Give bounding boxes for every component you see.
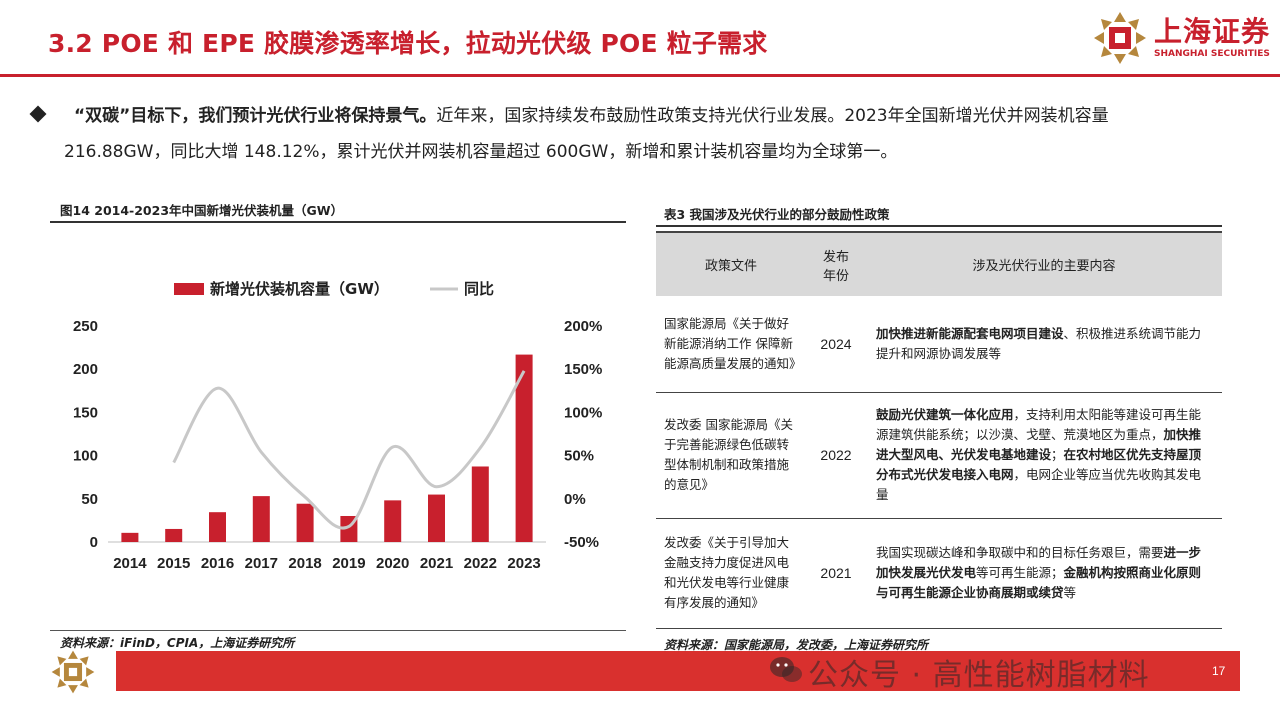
table-title: 表3 我国涉及光伏行业的部分鼓励性政策 [664, 207, 890, 222]
table-row: 发改委《关于引导加大金融支持力度促进风电和光伏发电等行业健康有序发展的通知》 2… [656, 518, 1222, 629]
row-content-bold: 进一步加快发展光伏发电 [876, 545, 1202, 580]
page-title: 3.2 POE 和 EPE 胶膜渗透率增长，拉动光伏级 POE 粒子需求 [48, 29, 768, 58]
figure-top-rule [50, 221, 626, 223]
row-content-bold: 金融机构按照商业化原则与可再生能源企业协商展期或续贷 [876, 565, 1202, 600]
right-axis-tick-label: 150% [564, 361, 602, 378]
legend-line-label: 同比 [464, 280, 494, 298]
watermark-text: 公众号 · 高性能树脂材料 [808, 658, 1150, 693]
row-policy-doc: 国家能源局《关于做好新能源消纳工作 保障新能源高质量发展的通知》 [656, 296, 806, 393]
x-axis-tick-label: 2020 [376, 555, 409, 572]
row-content-text: 、积极推进系统调节能力提升和网源协调发展等 [876, 325, 1202, 361]
summary-line-1: “双碳”目标下，我们预计光伏行业将保持景气。近年来，国家持续发布鼓励性政策支持光… [74, 98, 1250, 134]
summary-bullet: “双碳”目标下，我们预计光伏行业将保持景气。近年来，国家持续发布鼓励性政策支持光… [29, 98, 1250, 170]
row-content: 鼓励光伏建筑一体化应用，支持利用太阳能等建设可再生能源建筑供能系统；以沙漠、戈壁… [866, 392, 1222, 519]
bar [471, 466, 489, 542]
row-content-bold: 在农村地区优先支持屋顶分布式光伏发电接入电网 [876, 447, 1202, 482]
table-top-rule [656, 225, 1222, 227]
right-axis-tick-label: 50% [564, 448, 594, 465]
policy-table: 政策文件 发布年份 涉及光伏行业的主要内容 国家能源局《关于做好新能源消纳工作 … [656, 231, 1222, 629]
row-content-bold: 加快推进新能源配套电网项目建设 [876, 325, 1064, 341]
row-year: 2021 [806, 518, 866, 629]
x-axis-tick-label: 2017 [245, 555, 278, 572]
row-content: 我国实现碳达峰和争取碳中和的目标任务艰巨，需要进一步加快发展光伏发电等可再生能源… [866, 518, 1222, 629]
x-axis-tick-label: 2023 [507, 555, 540, 572]
x-axis-tick-label: 2014 [113, 555, 147, 572]
table-source: 资料来源：国家能源局，发改委，上海证券研究所 [664, 638, 929, 652]
logo-mark-icon [1094, 12, 1146, 64]
x-axis-tick-label: 2016 [201, 555, 234, 572]
left-axis-tick-label: 100 [73, 448, 98, 465]
legend-bar-label: 新增光伏装机容量（GW） [210, 280, 389, 298]
bar [165, 528, 183, 542]
right-axis-tick-label: 200% [564, 318, 602, 335]
logo-text-cn: 上海证券 [1154, 15, 1271, 48]
row-year: 2022 [806, 392, 866, 519]
row-content-bold: 鼓励光伏建筑一体化应用 [876, 407, 1014, 422]
figure-bottom-rule [50, 630, 626, 631]
x-axis-tick-label: 2018 [288, 555, 321, 572]
row-year: 2024 [806, 296, 866, 393]
table-header-row: 政策文件 发布年份 涉及光伏行业的主要内容 [656, 231, 1222, 296]
footer-bar [116, 651, 1240, 691]
row-content: 加快推进新能源配套电网项目建设、积极推进系统调节能力提升和网源协调发展等 [866, 296, 1222, 393]
left-axis-tick-label: 250 [73, 318, 98, 335]
left-axis-tick-label: 200 [73, 361, 98, 378]
summary-line-1-text: 近年来，国家持续发布鼓励性政策支持光伏行业发展。2023年全国新增光伏并网装机容… [436, 106, 1109, 126]
logo-text-en: SHANGHAI SECURITIES [1154, 49, 1270, 59]
row-content-text: 等 [1063, 585, 1077, 600]
row-content-text: ，支持利用太阳能等建设可再生能源建筑供能系统；以沙漠、戈壁、荒漠地区为重点， [876, 407, 1202, 442]
row-content-text: ； [1051, 447, 1064, 462]
row-policy-doc: 发改委《关于引导加大金融支持力度促进风电和光伏发电等行业健康有序发展的通知》 [656, 518, 806, 629]
table-row: 发改委 国家能源局《关于完善能源绿色低碳转型体制机制和政策措施的意见》 2022… [656, 392, 1222, 519]
x-axis-tick-label: 2019 [332, 555, 365, 572]
bar [296, 503, 314, 542]
table-row: 国家能源局《关于做好新能源消纳工作 保障新能源高质量发展的通知》 2024 加快… [656, 296, 1222, 393]
row-content-text: 等可再生能源； [976, 565, 1064, 580]
row-content-bold: 加快推进大型风电、光伏发电基地建设 [876, 427, 1202, 462]
bar [252, 496, 270, 542]
x-axis-tick-label: 2015 [157, 555, 190, 572]
bar [515, 354, 533, 542]
header-year-line-1: 发布 [822, 249, 849, 265]
header-policy-doc: 政策文件 [656, 231, 806, 296]
row-policy-doc: 发改委 国家能源局《关于完善能源绿色低碳转型体制机制和政策措施的意见》 [656, 392, 806, 519]
header-content: 涉及光伏行业的主要内容 [866, 231, 1222, 296]
left-axis-tick-label: 150 [73, 404, 98, 421]
x-axis-tick-label: 2022 [464, 555, 497, 572]
summary-line-2: 216.88GW，同比大增 148.12%，累计光伏并网装机容量超过 600GW… [64, 142, 898, 162]
summary-lead: “双碳”目标下，我们预计光伏行业将保持景气。 [74, 106, 437, 126]
bar [209, 512, 226, 542]
header-divider [0, 74, 1280, 77]
bar [428, 494, 445, 542]
installations-chart: 0 50 100 150 200 250 -50% 0% 50% 100% 150% 200% 2014… [73, 280, 602, 572]
yoy-line [172, 370, 526, 530]
legend-bar-swatch [174, 283, 204, 295]
left-axis-tick-label: 50 [81, 491, 98, 508]
right-axis-tick-label: -50% [564, 534, 599, 551]
left-axis-tick-label: 0 [90, 534, 98, 551]
row-content-text: 我国实现碳达峰和争取碳中和的目标任务艰巨，需要 [876, 545, 1164, 560]
figure-title: 图14 2014-2023年中国新增光伏装机量（GW） [60, 203, 344, 218]
diamond-bullet-icon [29, 105, 47, 123]
bar [121, 532, 139, 542]
footer-logo-icon [51, 650, 95, 694]
company-logo: 上海证券 SHANGHAI SECURITIES [1092, 4, 1272, 72]
header-year: 发布 年份 [806, 231, 866, 296]
bar [384, 500, 402, 542]
figure-source: 资料来源：iFinD，CPIA，上海证券研究所 [60, 636, 295, 650]
row-content-text: ，电网企业等应当优先收购其发电量 [876, 467, 1202, 502]
wechat-icon [770, 657, 802, 682]
right-axis-tick-label: 0% [564, 491, 586, 508]
right-axis-tick-label: 100% [564, 404, 602, 421]
x-axis-tick-label: 2021 [420, 555, 453, 572]
header-year-line-2: 年份 [822, 268, 849, 284]
page-number: 17 [1212, 664, 1226, 678]
